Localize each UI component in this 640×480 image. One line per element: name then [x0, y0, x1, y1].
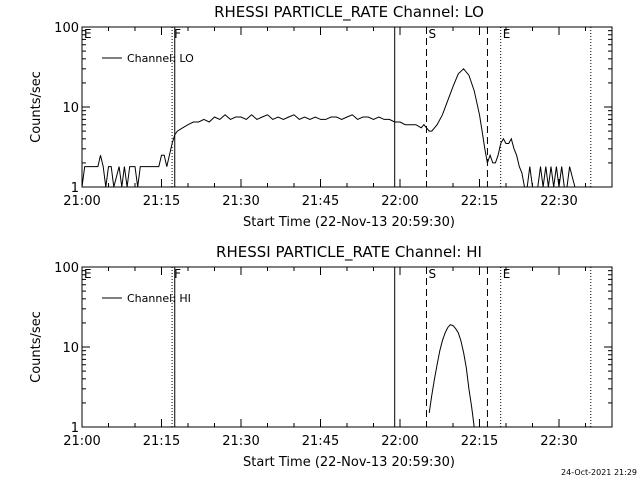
y-tick-label: 100 — [54, 21, 79, 36]
event-marker-label: E — [503, 27, 511, 41]
x-axis-label: Start Time (22-Nov-13 20:59:30) — [243, 455, 455, 470]
x-tick-label: 21:30 — [222, 434, 259, 449]
x-axis-label: Start Time (22-Nov-13 20:59:30) — [243, 215, 455, 230]
legend-label: Channel: LO — [127, 52, 194, 65]
generation-timestamp: 24-Oct-2021 21:29 — [561, 468, 637, 477]
series-line — [428, 324, 475, 428]
x-tick-label: 22:15 — [461, 434, 498, 449]
event-marker-label: F — [174, 27, 181, 41]
panel-lo: RHESSI PARTICLE_RATE Channel: LO Start T… — [29, 3, 613, 230]
panel-hi: RHESSI PARTICLE_RATE Channel: HI Start T… — [29, 243, 613, 470]
x-tick-label: 21:00 — [63, 434, 100, 449]
y-tick-label: 100 — [54, 261, 79, 276]
x-tick-label: 21:15 — [143, 194, 180, 209]
y-tick-label: 1 — [71, 181, 79, 196]
event-marker-label: F — [174, 267, 181, 281]
chart-title: RHESSI PARTICLE_RATE Channel: HI — [216, 243, 482, 262]
x-tick-label: 22:00 — [381, 194, 418, 209]
x-tick-label: 21:15 — [143, 434, 180, 449]
event-marker-label: E — [503, 267, 511, 281]
y-axis-label: Counts/sec — [29, 71, 44, 143]
x-tick-label: 21:00 — [63, 194, 100, 209]
x-tick-label: 21:30 — [222, 194, 259, 209]
plot-frame — [81, 266, 613, 428]
x-tick-label: 22:15 — [461, 194, 498, 209]
chart-title: RHESSI PARTICLE_RATE Channel: LO — [214, 3, 484, 22]
x-tick-label: 21:45 — [302, 434, 339, 449]
y-tick-label: 1 — [71, 421, 79, 436]
x-tick-label: 22:00 — [381, 434, 418, 449]
y-tick-label: 10 — [62, 101, 79, 116]
y-axis-label: Counts/sec — [29, 311, 44, 383]
legend-label: Channel: HI — [127, 292, 191, 305]
x-tick-label: 22:30 — [540, 194, 577, 209]
x-tick-label: 22:30 — [540, 434, 577, 449]
event-marker-label: E — [84, 27, 92, 41]
x-tick-label: 21:45 — [302, 194, 339, 209]
plot-frame — [81, 26, 613, 188]
event-marker-label: S — [429, 27, 437, 41]
event-marker-label: E — [84, 267, 92, 281]
series-line — [81, 68, 586, 188]
y-tick-label: 10 — [62, 341, 79, 356]
event-marker-label: S — [429, 267, 437, 281]
